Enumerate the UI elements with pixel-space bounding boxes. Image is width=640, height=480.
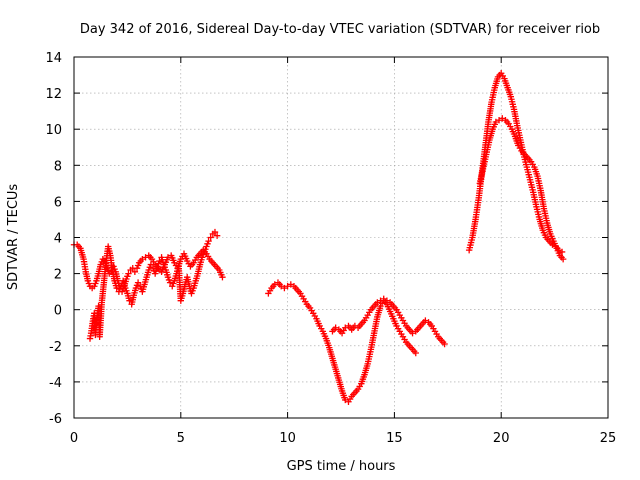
data-point [219,274,226,281]
grid-lines [74,57,608,418]
data-point [342,396,349,404]
data-point [374,299,381,306]
y-tick-label: -2 [49,340,62,355]
data-point [422,317,429,324]
data-point [207,234,214,241]
data-point [380,295,387,303]
x-tick-label: 15 [386,431,403,446]
data-point [287,281,295,288]
data-point [499,115,506,122]
data-point [131,268,139,275]
y-tick-label: 8 [54,159,62,174]
data-point [277,283,285,290]
data-point [125,270,132,277]
y-axis-label: SDTVAR / TECUs [6,184,21,291]
data-point [147,261,155,268]
y-tick-label: 0 [54,304,62,319]
y-tick-label: -4 [49,376,62,391]
data-point [213,232,221,239]
data-point [492,118,500,126]
y-tick-label: 14 [45,51,62,66]
x-tick-label: 5 [177,431,185,446]
data-point [166,279,174,286]
data-point [156,257,163,265]
y-tick-label: 4 [54,232,62,247]
data-point [409,329,416,337]
data-point [383,297,391,304]
x-tick-labels: 0 5 10 15 20 25 [70,431,616,446]
y-tick-label: 12 [45,87,62,102]
data-point [284,283,291,290]
data-point [558,248,566,256]
data-point [113,284,120,292]
data-point [205,237,212,245]
y-tick-label: 10 [45,123,62,138]
y-tick-label: 2 [54,268,62,283]
data-point [332,324,339,331]
x-tick-label: 25 [600,431,617,446]
y-tick-labels: -6 -4 -2 0 2 4 6 8 10 12 14 [45,51,62,427]
data-point [281,284,288,292]
x-tick-label: 20 [493,431,510,446]
data-point [559,255,567,263]
x-axis-label: GPS time / hours [287,459,396,474]
data-point [495,116,503,124]
data-point [211,228,219,236]
chart-title: Day 342 of 2016, Sidereal Day-to-day VTE… [80,22,600,37]
data-point [134,279,142,286]
x-tick-label: 10 [279,431,296,446]
x-tick-label: 0 [70,431,78,446]
y-tick-label: -6 [49,412,62,427]
data-point [441,340,448,348]
axis-ticks [73,56,609,419]
data-point [412,349,419,357]
data-points [70,70,567,405]
data-point [377,297,384,304]
data-point [139,255,146,263]
y-tick-label: 6 [54,195,62,210]
